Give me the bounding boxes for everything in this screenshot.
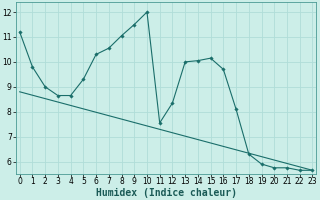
X-axis label: Humidex (Indice chaleur): Humidex (Indice chaleur): [96, 188, 236, 198]
